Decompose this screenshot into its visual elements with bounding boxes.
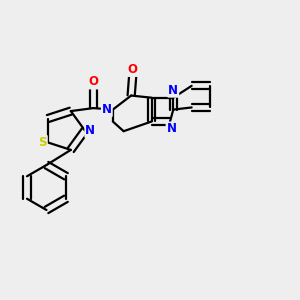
Text: N: N [168, 84, 178, 97]
Text: S: S [38, 136, 47, 149]
Text: O: O [128, 63, 138, 76]
Text: N: N [102, 103, 112, 116]
Text: O: O [88, 76, 98, 88]
Text: N: N [167, 122, 176, 136]
Text: N: N [85, 124, 95, 137]
